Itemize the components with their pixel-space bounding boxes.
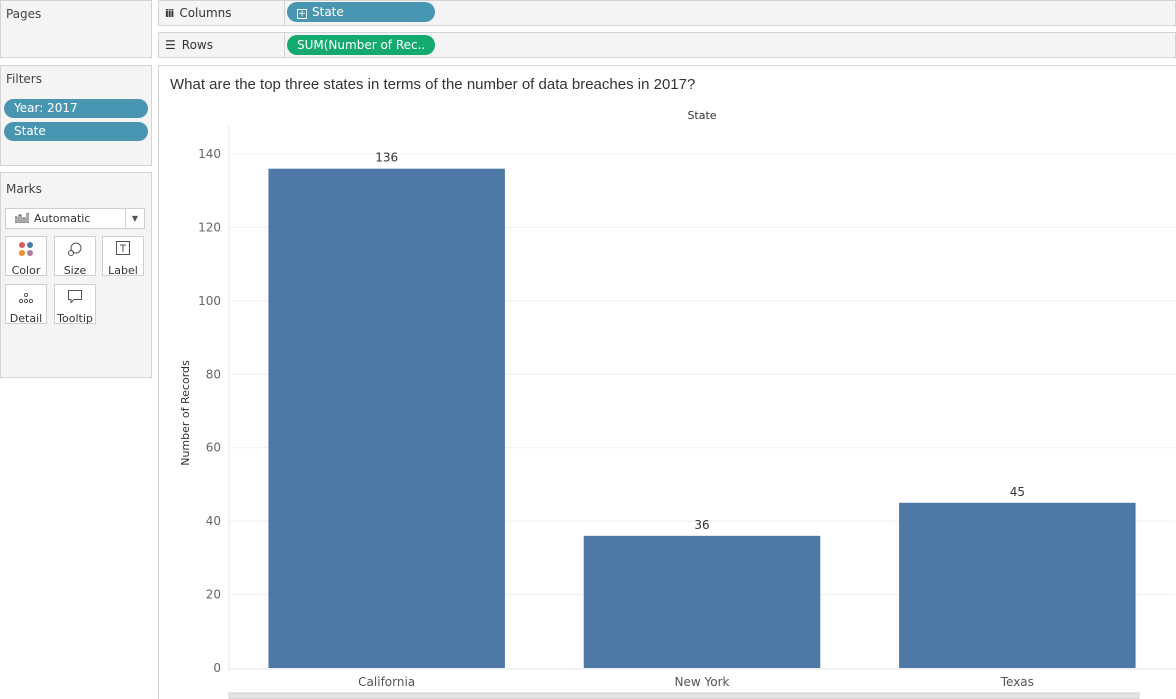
pages-panel: Pages: [0, 0, 152, 58]
marks-title: Marks: [6, 182, 42, 196]
shelf-divider: [284, 33, 285, 57]
rows-icon: ☰: [165, 38, 176, 52]
y-tick-label: 0: [213, 661, 221, 675]
text-label-icon: [103, 241, 143, 261]
y-tick-label: 20: [206, 588, 221, 602]
pages-title: Pages: [6, 7, 42, 21]
horizontal-scrollbar: [228, 692, 1140, 699]
color-dots-icon: [6, 241, 46, 261]
marks-size-button[interactable]: Size: [54, 236, 96, 277]
mark-type-value: Automatic: [34, 212, 91, 225]
filter-year-pill[interactable]: Year: 2017: [4, 99, 148, 118]
columns-shelf[interactable]: iii Columns + State: [158, 0, 1176, 26]
x-tick-label: New York: [675, 675, 730, 689]
x-tick-label: California: [358, 675, 415, 689]
tooltip-bubble-icon: [55, 289, 95, 309]
columns-shelf-label: iii Columns: [165, 6, 232, 20]
bar-new-york: [583, 535, 821, 668]
marks-label-button[interactable]: Label: [102, 236, 144, 277]
bar-data-label: 36: [694, 518, 709, 532]
marks-detail-button[interactable]: Detail: [5, 284, 47, 325]
detail-dots-icon: [6, 289, 46, 309]
filters-title: Filters: [6, 72, 42, 86]
columns-icon: iii: [165, 7, 174, 20]
mark-type-dropdown[interactable]: Automatic ▼: [5, 208, 145, 229]
chart-title: What are the top three states in terms o…: [170, 76, 696, 93]
marks-tooltip-button[interactable]: Tooltip: [54, 284, 96, 325]
y-axis-title: Number of Records: [179, 360, 192, 466]
y-tick-label: 40: [206, 514, 221, 528]
size-label: Size: [63, 264, 87, 277]
bar-data-label: 136: [375, 151, 398, 165]
y-tick-label: 80: [206, 367, 221, 381]
tooltip-label: Tooltip: [57, 312, 93, 325]
marks-color-button[interactable]: Color: [5, 236, 47, 277]
y-tick-label: 120: [198, 220, 221, 234]
bar-chart: 0 20 40 60 80 100 120 140 Number of Records State…: [179, 109, 1175, 699]
y-tick-label: 60: [206, 441, 221, 455]
color-label: Color: [11, 264, 41, 277]
y-tick-label: 100: [198, 294, 221, 308]
x-tick-label: Texas: [1000, 675, 1034, 689]
chevron-down-icon[interactable]: ▼: [125, 209, 144, 228]
worksheet-view[interactable]: What are the top three states in terms o…: [158, 65, 1176, 699]
rows-measure-pill[interactable]: SUM(Number of Rec..: [287, 35, 435, 55]
rows-shelf[interactable]: ☰ Rows SUM(Number of Rec..: [158, 32, 1176, 58]
size-icon: [55, 241, 95, 261]
columns-state-pill[interactable]: + State: [287, 2, 435, 22]
bar-chart-icon: [14, 210, 30, 229]
label-label: Label: [108, 264, 138, 277]
bar-texas: [899, 502, 1136, 668]
bar-data-label: 45: [1010, 485, 1025, 499]
y-tick-label: 140: [198, 147, 221, 161]
shelf-divider: [284, 1, 285, 25]
column-header-label: State: [687, 109, 716, 122]
filter-state-pill[interactable]: State: [4, 122, 148, 141]
rows-shelf-label: ☰ Rows: [165, 38, 213, 52]
detail-label: Detail: [9, 312, 43, 325]
bar-california: [268, 168, 505, 668]
filters-panel: Filters Year: 2017 State: [0, 65, 152, 166]
expand-plus-icon: +: [297, 9, 307, 19]
